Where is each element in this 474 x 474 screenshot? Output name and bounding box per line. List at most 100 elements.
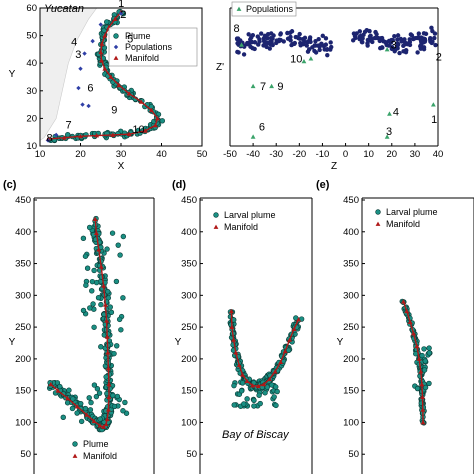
y-tick-label: 50 <box>26 31 37 42</box>
legend-plume-marker <box>213 212 219 218</box>
x-tick-label: 40 <box>433 149 444 160</box>
x-tick-label: 10 <box>35 149 46 160</box>
data-point <box>257 37 262 42</box>
data-point <box>367 28 372 34</box>
manifold-point <box>102 66 108 71</box>
population-label: 3 <box>391 39 397 51</box>
manifold-point <box>420 420 426 425</box>
manifold-point <box>155 116 160 121</box>
population-label: 9 <box>277 81 283 93</box>
manifold-point <box>48 381 54 387</box>
legend-entry: Manifold <box>386 219 420 229</box>
x-tick-label: 20 <box>75 149 86 160</box>
plume-point <box>82 405 89 412</box>
legend-plume-marker <box>113 33 119 39</box>
manifold-point <box>244 378 250 384</box>
plume-point <box>274 388 280 395</box>
y-tick-label: 100 <box>15 417 31 428</box>
plume-point <box>251 403 257 409</box>
plume-point <box>120 233 127 240</box>
manifold-point <box>104 334 110 339</box>
data-point <box>430 39 435 44</box>
population-label: 2 <box>120 9 126 21</box>
y-tick-label: 250 <box>15 322 31 333</box>
plume-point <box>83 282 89 288</box>
manifold-point <box>116 82 122 88</box>
data-point <box>416 31 422 36</box>
y-tick-label: 450 <box>181 195 197 206</box>
data-point <box>269 39 274 45</box>
population-point <box>98 22 103 27</box>
population-point <box>384 134 390 139</box>
manifold-point <box>126 91 132 96</box>
x-tick-label: -50 <box>223 149 237 160</box>
x-tick-label: 10 <box>363 149 374 160</box>
plume-point <box>84 265 91 271</box>
population-label: 8 <box>233 23 239 35</box>
manifold-point <box>92 216 98 221</box>
data-point <box>328 40 333 45</box>
manifold-point <box>126 131 132 137</box>
plume-point <box>422 358 428 364</box>
legend-population-marker <box>113 44 119 50</box>
data-point <box>302 35 308 41</box>
population-point <box>86 103 91 109</box>
y-tick-label: 60 <box>26 3 37 14</box>
population-point <box>384 47 390 52</box>
data-point <box>384 42 390 48</box>
y-tick-label: 50 <box>348 449 359 460</box>
manifold-point <box>106 381 112 387</box>
manifold-point <box>112 16 118 21</box>
population-point <box>82 51 87 56</box>
plume-point <box>426 380 432 387</box>
manifold-point <box>287 337 292 342</box>
manifold-point <box>240 372 245 377</box>
population-label: 3 <box>386 126 392 138</box>
population-label: 6 <box>87 82 93 94</box>
plume-point <box>159 118 166 124</box>
x-tick-label: 30 <box>410 149 421 160</box>
population-label: 8 <box>46 133 52 145</box>
manifold-point <box>278 359 284 364</box>
y-axis-label: Y <box>337 337 344 348</box>
data-point <box>418 42 424 48</box>
land-region <box>39 7 98 142</box>
data-point <box>423 31 429 37</box>
data-point <box>259 31 264 36</box>
manifold-point <box>106 366 111 371</box>
plume-point <box>97 416 103 422</box>
y-tick-label: 50 <box>20 449 31 460</box>
data-point <box>407 39 413 45</box>
x-axis-label: Z <box>331 161 337 172</box>
legend-entry: Manifold <box>224 222 258 232</box>
data-point <box>418 46 424 51</box>
panel-label-c: (c) <box>3 179 17 191</box>
population-label: 4 <box>71 36 77 48</box>
population-point <box>301 58 307 64</box>
y-tick-label: 150 <box>343 386 359 397</box>
plume-point <box>273 384 279 390</box>
plume-point <box>89 288 95 294</box>
manifold-point <box>101 424 106 429</box>
data-point <box>317 47 322 53</box>
data-point <box>313 50 319 55</box>
plume-point <box>107 304 113 310</box>
data-point <box>235 49 240 55</box>
manifold-point <box>98 49 104 55</box>
plume-point <box>231 402 237 408</box>
data-point <box>288 34 293 40</box>
plume-point <box>91 382 98 388</box>
data-point <box>403 50 409 55</box>
data-point <box>241 52 247 57</box>
x-tick-label: 50 <box>197 149 208 160</box>
panel-e <box>361 197 474 474</box>
data-point <box>316 36 321 42</box>
y-tick-label: 20 <box>26 113 37 124</box>
data-point <box>301 41 306 47</box>
data-point <box>357 36 362 42</box>
y-tick-label: 400 <box>343 227 359 238</box>
legend-b <box>231 1 297 17</box>
data-point <box>350 38 356 43</box>
x-tick-label: 40 <box>156 149 167 160</box>
